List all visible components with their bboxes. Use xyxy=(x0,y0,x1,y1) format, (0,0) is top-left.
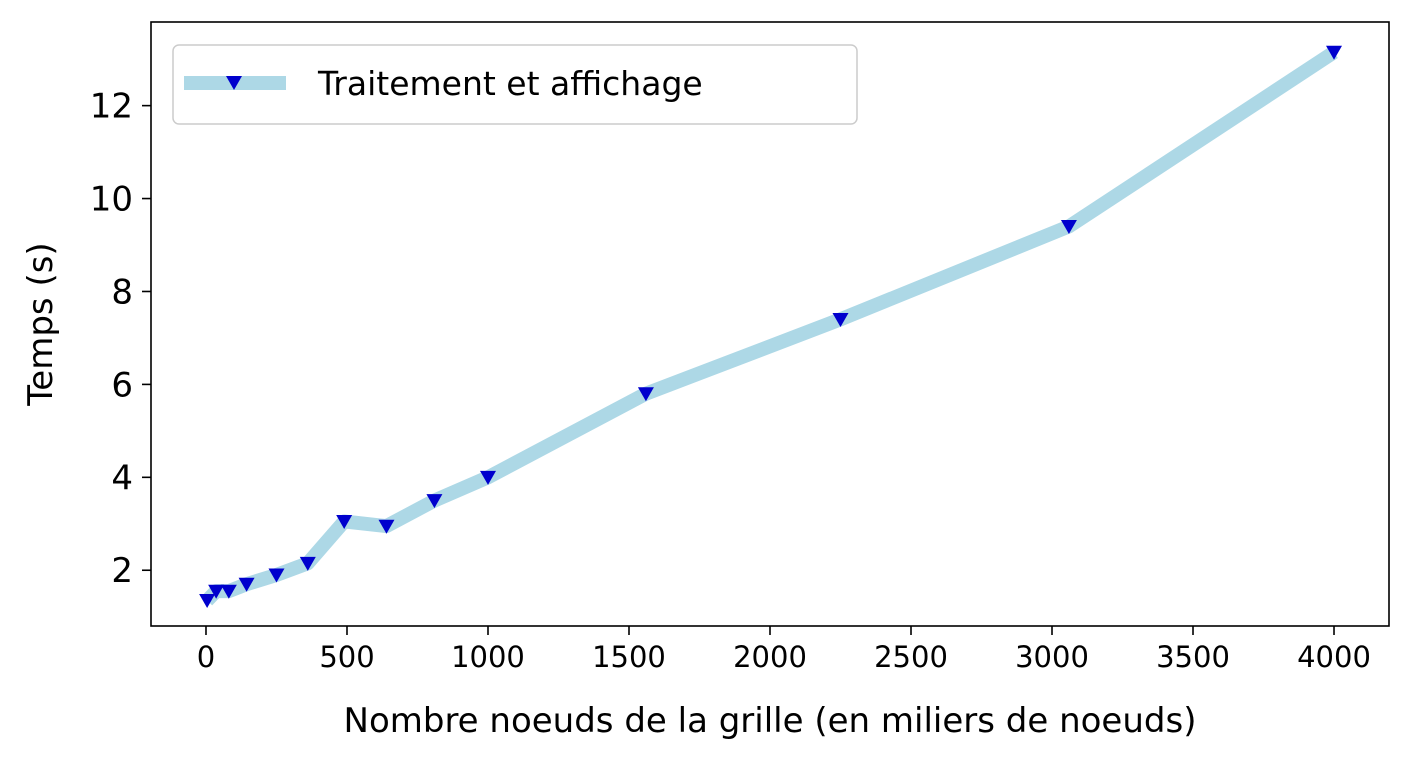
data-point xyxy=(637,387,654,402)
legend-label: Traitement et affichage xyxy=(317,64,703,103)
x-tick-label: 1000 xyxy=(451,640,525,674)
y-axis-label: Temps (s) xyxy=(21,242,61,406)
x-tick-label: 500 xyxy=(319,640,374,674)
x-tick-label: 0 xyxy=(197,640,215,674)
x-tick-label: 2000 xyxy=(733,640,807,674)
data-point xyxy=(426,494,443,509)
data-point xyxy=(479,470,496,485)
data-point xyxy=(268,568,285,583)
plot-area xyxy=(199,45,1343,609)
x-tick-label: 3000 xyxy=(1015,640,1089,674)
data-point xyxy=(832,312,849,327)
data-point xyxy=(336,515,353,530)
y-axis: 2 4 6 8 10 12 xyxy=(90,87,151,591)
x-axis: 0 500 1000 1500 2000 2500 3000 3500 4000 xyxy=(197,626,1371,674)
x-tick-label: 4000 xyxy=(1297,640,1371,674)
legend: Traitement et affichage xyxy=(172,44,858,125)
y-tick-label: 4 xyxy=(111,458,133,498)
legend-marker-sample xyxy=(226,76,242,90)
legend-box xyxy=(172,44,858,125)
data-point xyxy=(220,584,237,599)
data-point xyxy=(378,519,395,534)
data-point xyxy=(1060,220,1077,235)
y-tick-label: 6 xyxy=(111,365,133,405)
data-point xyxy=(208,584,225,599)
data-point xyxy=(1326,45,1343,60)
y-tick-label: 12 xyxy=(90,87,133,127)
y-tick-label: 8 xyxy=(111,272,133,312)
data-point xyxy=(238,577,255,592)
y-tick-label: 2 xyxy=(111,551,133,591)
x-tick-label: 1500 xyxy=(592,640,666,674)
y-tick-label: 10 xyxy=(90,180,133,220)
data-point xyxy=(299,556,316,571)
x-tick-label: 3500 xyxy=(1156,640,1230,674)
x-tick-label: 2500 xyxy=(874,640,948,674)
x-axis-label: Nombre noeuds de la grille (en miliers d… xyxy=(344,701,1197,741)
data-point xyxy=(199,594,216,609)
